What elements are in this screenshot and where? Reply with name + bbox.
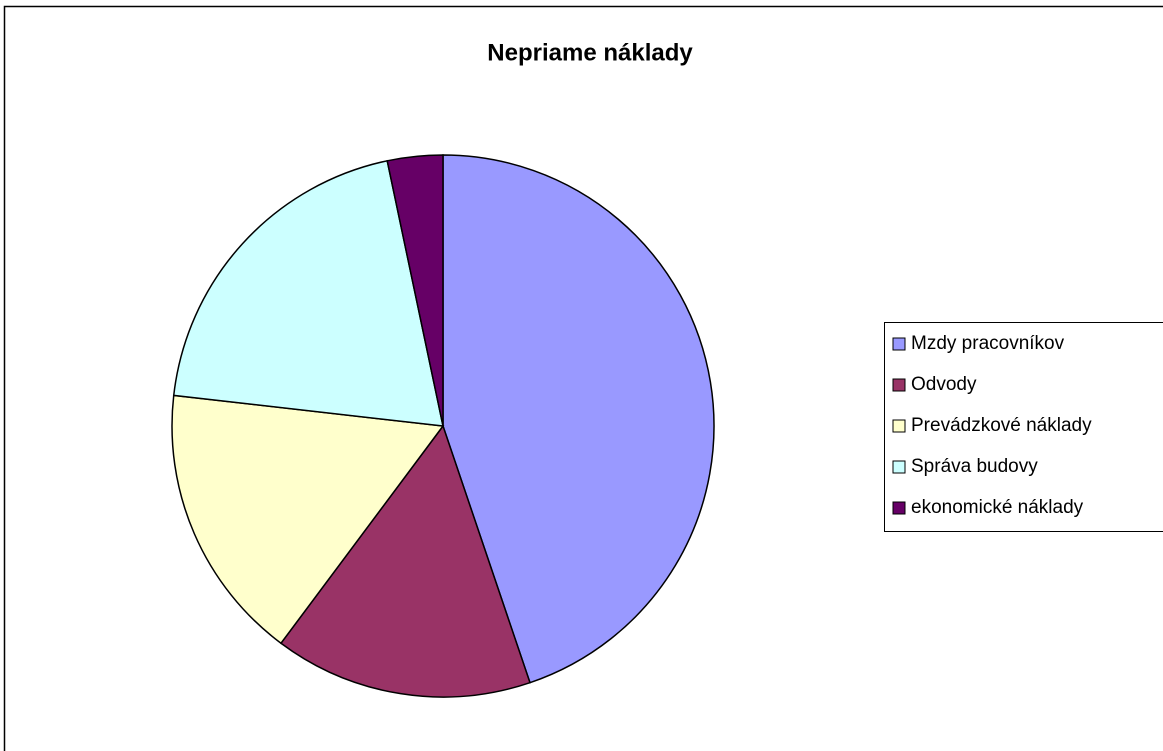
pie-slice	[386, 154, 444, 427]
legend-swatch	[892, 337, 906, 351]
legend-box	[884, 322, 1163, 532]
legend-label: Správa budovy	[911, 456, 1038, 477]
legend-label: Odvody	[911, 374, 977, 395]
legend-label: ekonomické náklady	[911, 497, 1084, 518]
legend-label: Mzdy pracovníkov	[911, 333, 1065, 354]
pie-slice	[442, 154, 715, 684]
legend-swatch	[892, 419, 906, 433]
chart-title: Nepriame náklady	[487, 39, 693, 66]
pie-slice	[279, 424, 531, 698]
legend-label: Prevádzkové náklady	[911, 415, 1092, 436]
pie-slice	[171, 394, 445, 645]
legend-swatch	[892, 378, 906, 392]
legend-swatch	[892, 501, 906, 515]
legend-swatch	[892, 460, 906, 474]
pie-slice	[172, 159, 444, 427]
